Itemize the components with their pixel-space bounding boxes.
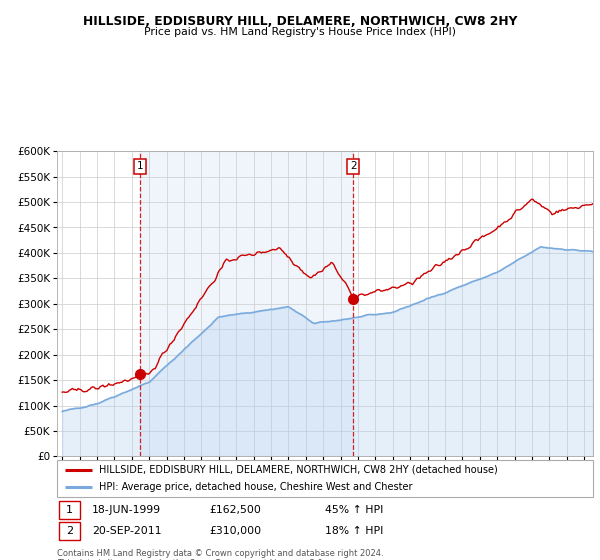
Text: HPI: Average price, detached house, Cheshire West and Chester: HPI: Average price, detached house, Ches… — [99, 482, 412, 492]
Text: 18% ↑ HPI: 18% ↑ HPI — [325, 526, 383, 536]
Text: 2: 2 — [350, 161, 356, 171]
Text: 45% ↑ HPI: 45% ↑ HPI — [325, 505, 383, 515]
Text: 1: 1 — [66, 505, 73, 515]
Text: £310,000: £310,000 — [210, 526, 262, 536]
Text: 2: 2 — [66, 526, 73, 536]
Text: HILLSIDE, EDDISBURY HILL, DELAMERE, NORTHWICH, CW8 2HY (detached house): HILLSIDE, EDDISBURY HILL, DELAMERE, NORT… — [99, 465, 497, 475]
Bar — [140, 151, 353, 456]
Text: 1: 1 — [136, 161, 143, 171]
Bar — [59, 501, 80, 520]
Text: £162,500: £162,500 — [210, 505, 262, 515]
Text: 20-SEP-2011: 20-SEP-2011 — [92, 526, 161, 536]
Bar — [59, 522, 80, 540]
Text: Price paid vs. HM Land Registry's House Price Index (HPI): Price paid vs. HM Land Registry's House … — [144, 27, 456, 37]
Text: 18-JUN-1999: 18-JUN-1999 — [92, 505, 161, 515]
Text: HILLSIDE, EDDISBURY HILL, DELAMERE, NORTHWICH, CW8 2HY: HILLSIDE, EDDISBURY HILL, DELAMERE, NORT… — [83, 15, 517, 27]
Text: Contains HM Land Registry data © Crown copyright and database right 2024.
This d: Contains HM Land Registry data © Crown c… — [57, 549, 383, 560]
